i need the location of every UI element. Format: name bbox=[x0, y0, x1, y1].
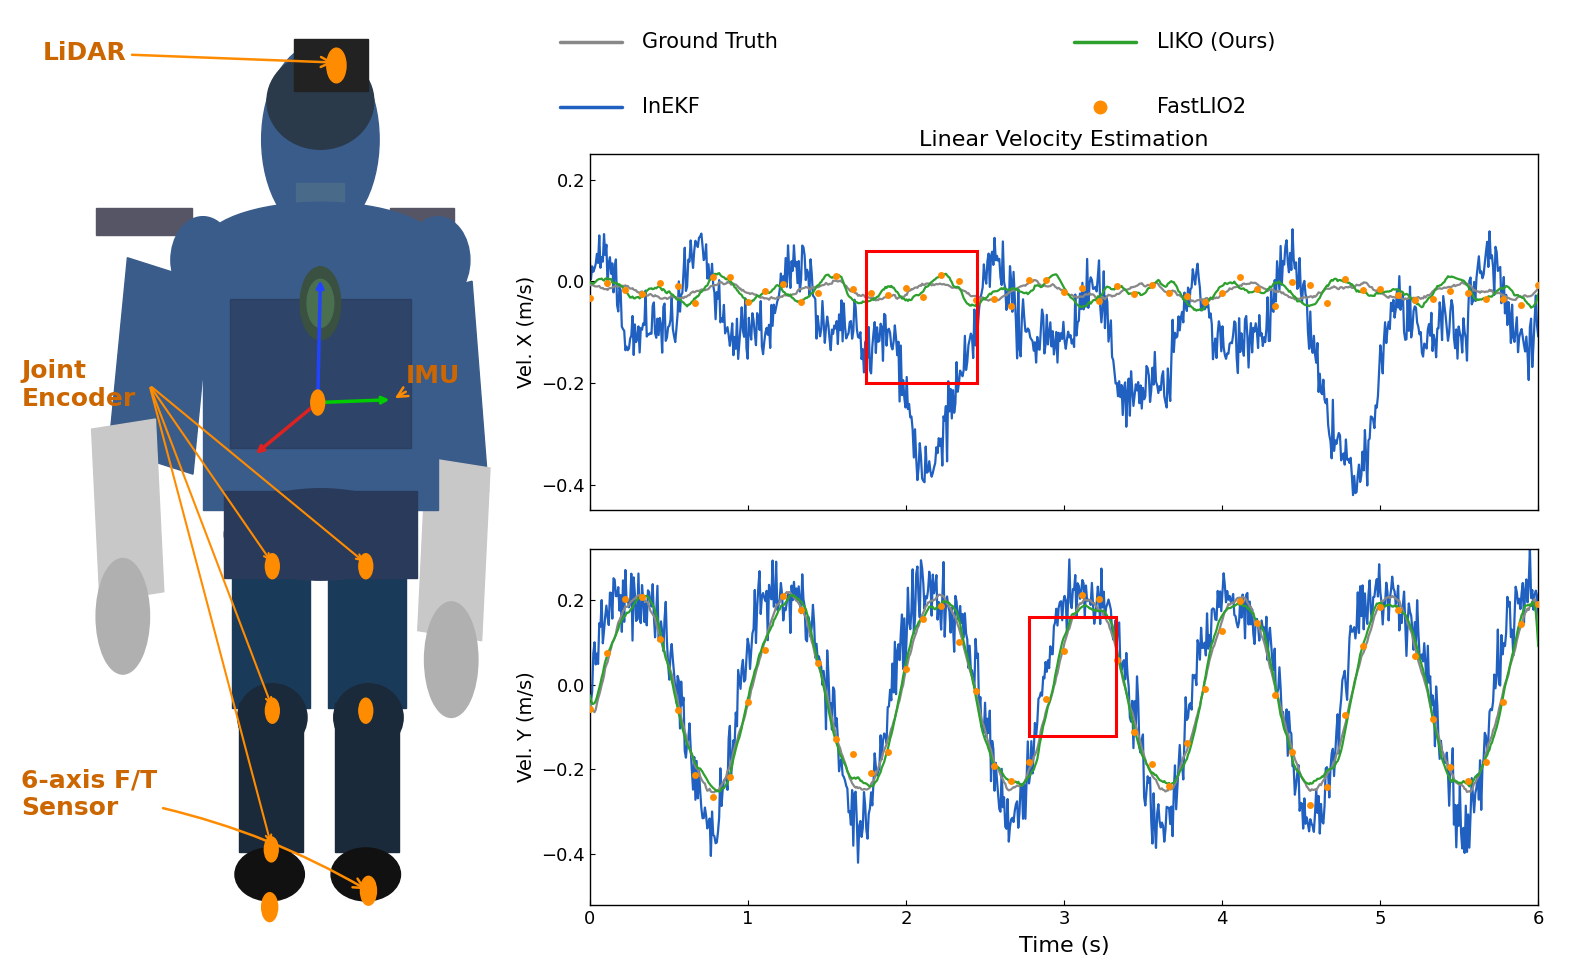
Bar bbox=[335, 703, 400, 852]
Circle shape bbox=[308, 279, 333, 327]
Ellipse shape bbox=[202, 202, 438, 289]
Bar bbox=[225, 491, 416, 578]
Ellipse shape bbox=[333, 684, 403, 751]
Bar bbox=[239, 703, 303, 852]
Text: IMU: IMU bbox=[397, 364, 461, 397]
Circle shape bbox=[300, 267, 341, 340]
Ellipse shape bbox=[406, 217, 470, 303]
Ellipse shape bbox=[171, 217, 234, 303]
Y-axis label: Vel. X (m/s): Vel. X (m/s) bbox=[516, 276, 536, 388]
Y-axis label: Vel. Y (m/s): Vel. Y (m/s) bbox=[516, 671, 536, 783]
Bar bbox=[233, 539, 309, 708]
Ellipse shape bbox=[261, 43, 379, 236]
Circle shape bbox=[265, 837, 279, 862]
Bar bbox=[202, 246, 438, 510]
Ellipse shape bbox=[96, 559, 150, 674]
X-axis label: Time (s): Time (s) bbox=[1019, 936, 1109, 956]
Text: LIKO (Ours): LIKO (Ours) bbox=[1157, 32, 1275, 52]
Ellipse shape bbox=[332, 847, 400, 901]
Bar bbox=[328, 539, 406, 708]
Bar bbox=[1030, 616, 1116, 736]
Bar bbox=[418, 458, 489, 640]
Bar bbox=[230, 299, 411, 448]
Ellipse shape bbox=[238, 684, 308, 751]
Text: 6-axis F/T
Sensor: 6-axis F/T Sensor bbox=[21, 768, 363, 888]
Circle shape bbox=[265, 698, 279, 723]
Bar bbox=[91, 419, 164, 602]
Circle shape bbox=[360, 876, 376, 905]
Title: Linear Velocity Estimation: Linear Velocity Estimation bbox=[920, 130, 1208, 150]
Ellipse shape bbox=[266, 53, 373, 149]
Ellipse shape bbox=[234, 847, 304, 901]
Circle shape bbox=[311, 390, 325, 415]
Ellipse shape bbox=[424, 602, 478, 717]
Text: Ground Truth: Ground Truth bbox=[642, 32, 778, 52]
Bar bbox=[96, 208, 193, 235]
Text: FastLIO2: FastLIO2 bbox=[1157, 97, 1245, 117]
Circle shape bbox=[261, 893, 277, 922]
Circle shape bbox=[265, 554, 279, 579]
Ellipse shape bbox=[225, 488, 416, 580]
Bar bbox=[293, 39, 368, 91]
Bar bbox=[867, 250, 977, 383]
Bar bbox=[391, 208, 454, 235]
Text: Joint
Encoder: Joint Encoder bbox=[21, 359, 135, 411]
Bar bbox=[403, 281, 488, 508]
Bar bbox=[296, 183, 344, 236]
Circle shape bbox=[327, 48, 346, 83]
Text: LiDAR: LiDAR bbox=[43, 41, 332, 67]
Circle shape bbox=[359, 554, 373, 579]
Circle shape bbox=[359, 698, 373, 723]
Text: InEKF: InEKF bbox=[642, 97, 700, 117]
Bar bbox=[108, 258, 212, 474]
